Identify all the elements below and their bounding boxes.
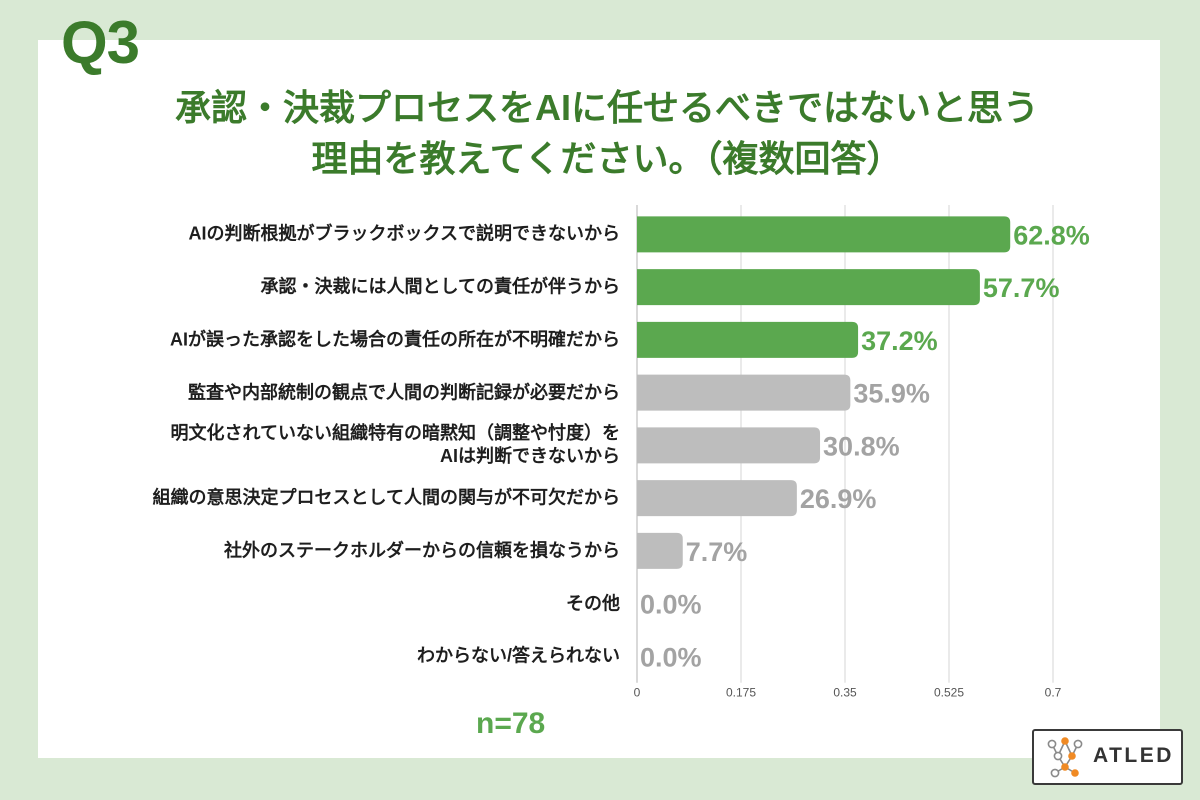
bar xyxy=(637,321,859,358)
chart-card xyxy=(38,40,1160,758)
category-label: 監査や内部統制の観点で人間の判断記録が必要だから xyxy=(188,382,620,403)
bar xyxy=(637,216,1011,253)
bar-value-label: 57.7% xyxy=(983,273,1060,303)
category-label: AIが誤った承認をした場合の責任の所在が不明確だから xyxy=(170,329,620,350)
bar-value-label: 0.0% xyxy=(640,590,702,620)
bar-value-label: 62.8% xyxy=(1013,220,1090,250)
category-label: その他 xyxy=(566,593,620,614)
category-label: 承認・決裁には人間としての責任が伴うから xyxy=(260,276,620,297)
category-label: 明文化されていない組織特有の暗黙知（調整や忖度）を AIは判断できないから xyxy=(170,423,620,467)
bar-value-label: 37.2% xyxy=(861,326,938,356)
logo-wordmark: ATLED xyxy=(1093,744,1174,767)
x-tick-label: 0 xyxy=(634,685,641,699)
chart-title: 承認・決裁プロセスをAIに任せるべきではないと思う 理由を教えてください。（複数… xyxy=(57,82,1157,184)
chart-title-line-1: 承認・決裁プロセスをAIに任せるべきではないと思う xyxy=(174,87,1039,128)
sample-size: n=78 xyxy=(476,707,546,740)
bar-value-label: 35.9% xyxy=(853,379,930,409)
category-label: AIの判断根拠がブラックボックスで説明できないから xyxy=(188,223,620,244)
category-label: 組織の意思決定プロセスとして人間の関与が不可欠だから xyxy=(152,487,620,508)
question-number: Q3 xyxy=(61,9,140,76)
network-nodes-icon xyxy=(1047,737,1083,778)
x-axis-ticks: 0 0.175 0.35 0.525 0.7 xyxy=(634,685,1062,699)
bar-value-label: 0.0% xyxy=(640,642,702,672)
bar xyxy=(637,374,851,411)
x-tick-label: 0.525 xyxy=(934,685,964,699)
category-label: 社外のステークホルダーからの信頼を損なうから xyxy=(224,540,620,561)
bars xyxy=(637,216,1011,569)
bar xyxy=(637,269,980,306)
x-tick-label: 0.7 xyxy=(1045,685,1062,699)
bar xyxy=(637,532,683,569)
icon-nodes xyxy=(1047,737,1083,778)
x-tick-label: 0.175 xyxy=(726,685,756,699)
bar-value-label: 26.9% xyxy=(800,484,877,514)
x-tick-label: 0.35 xyxy=(833,685,857,699)
category-label: わからない/答えられない xyxy=(417,645,620,666)
chart-title-line-2: 理由を教えてください。（複数回答） xyxy=(311,138,903,179)
bar-value-label: 7.7% xyxy=(686,537,748,567)
bar-value-labels: 62.8% 57.7% 37.2% 35.9% 30.8% 26.9% 7.7% 0.0% 0.… xyxy=(640,220,1090,672)
bar-value-label: 30.8% xyxy=(823,431,900,461)
atled-logo: ATLED xyxy=(1032,729,1183,785)
bar xyxy=(637,480,797,517)
bar xyxy=(637,427,821,464)
